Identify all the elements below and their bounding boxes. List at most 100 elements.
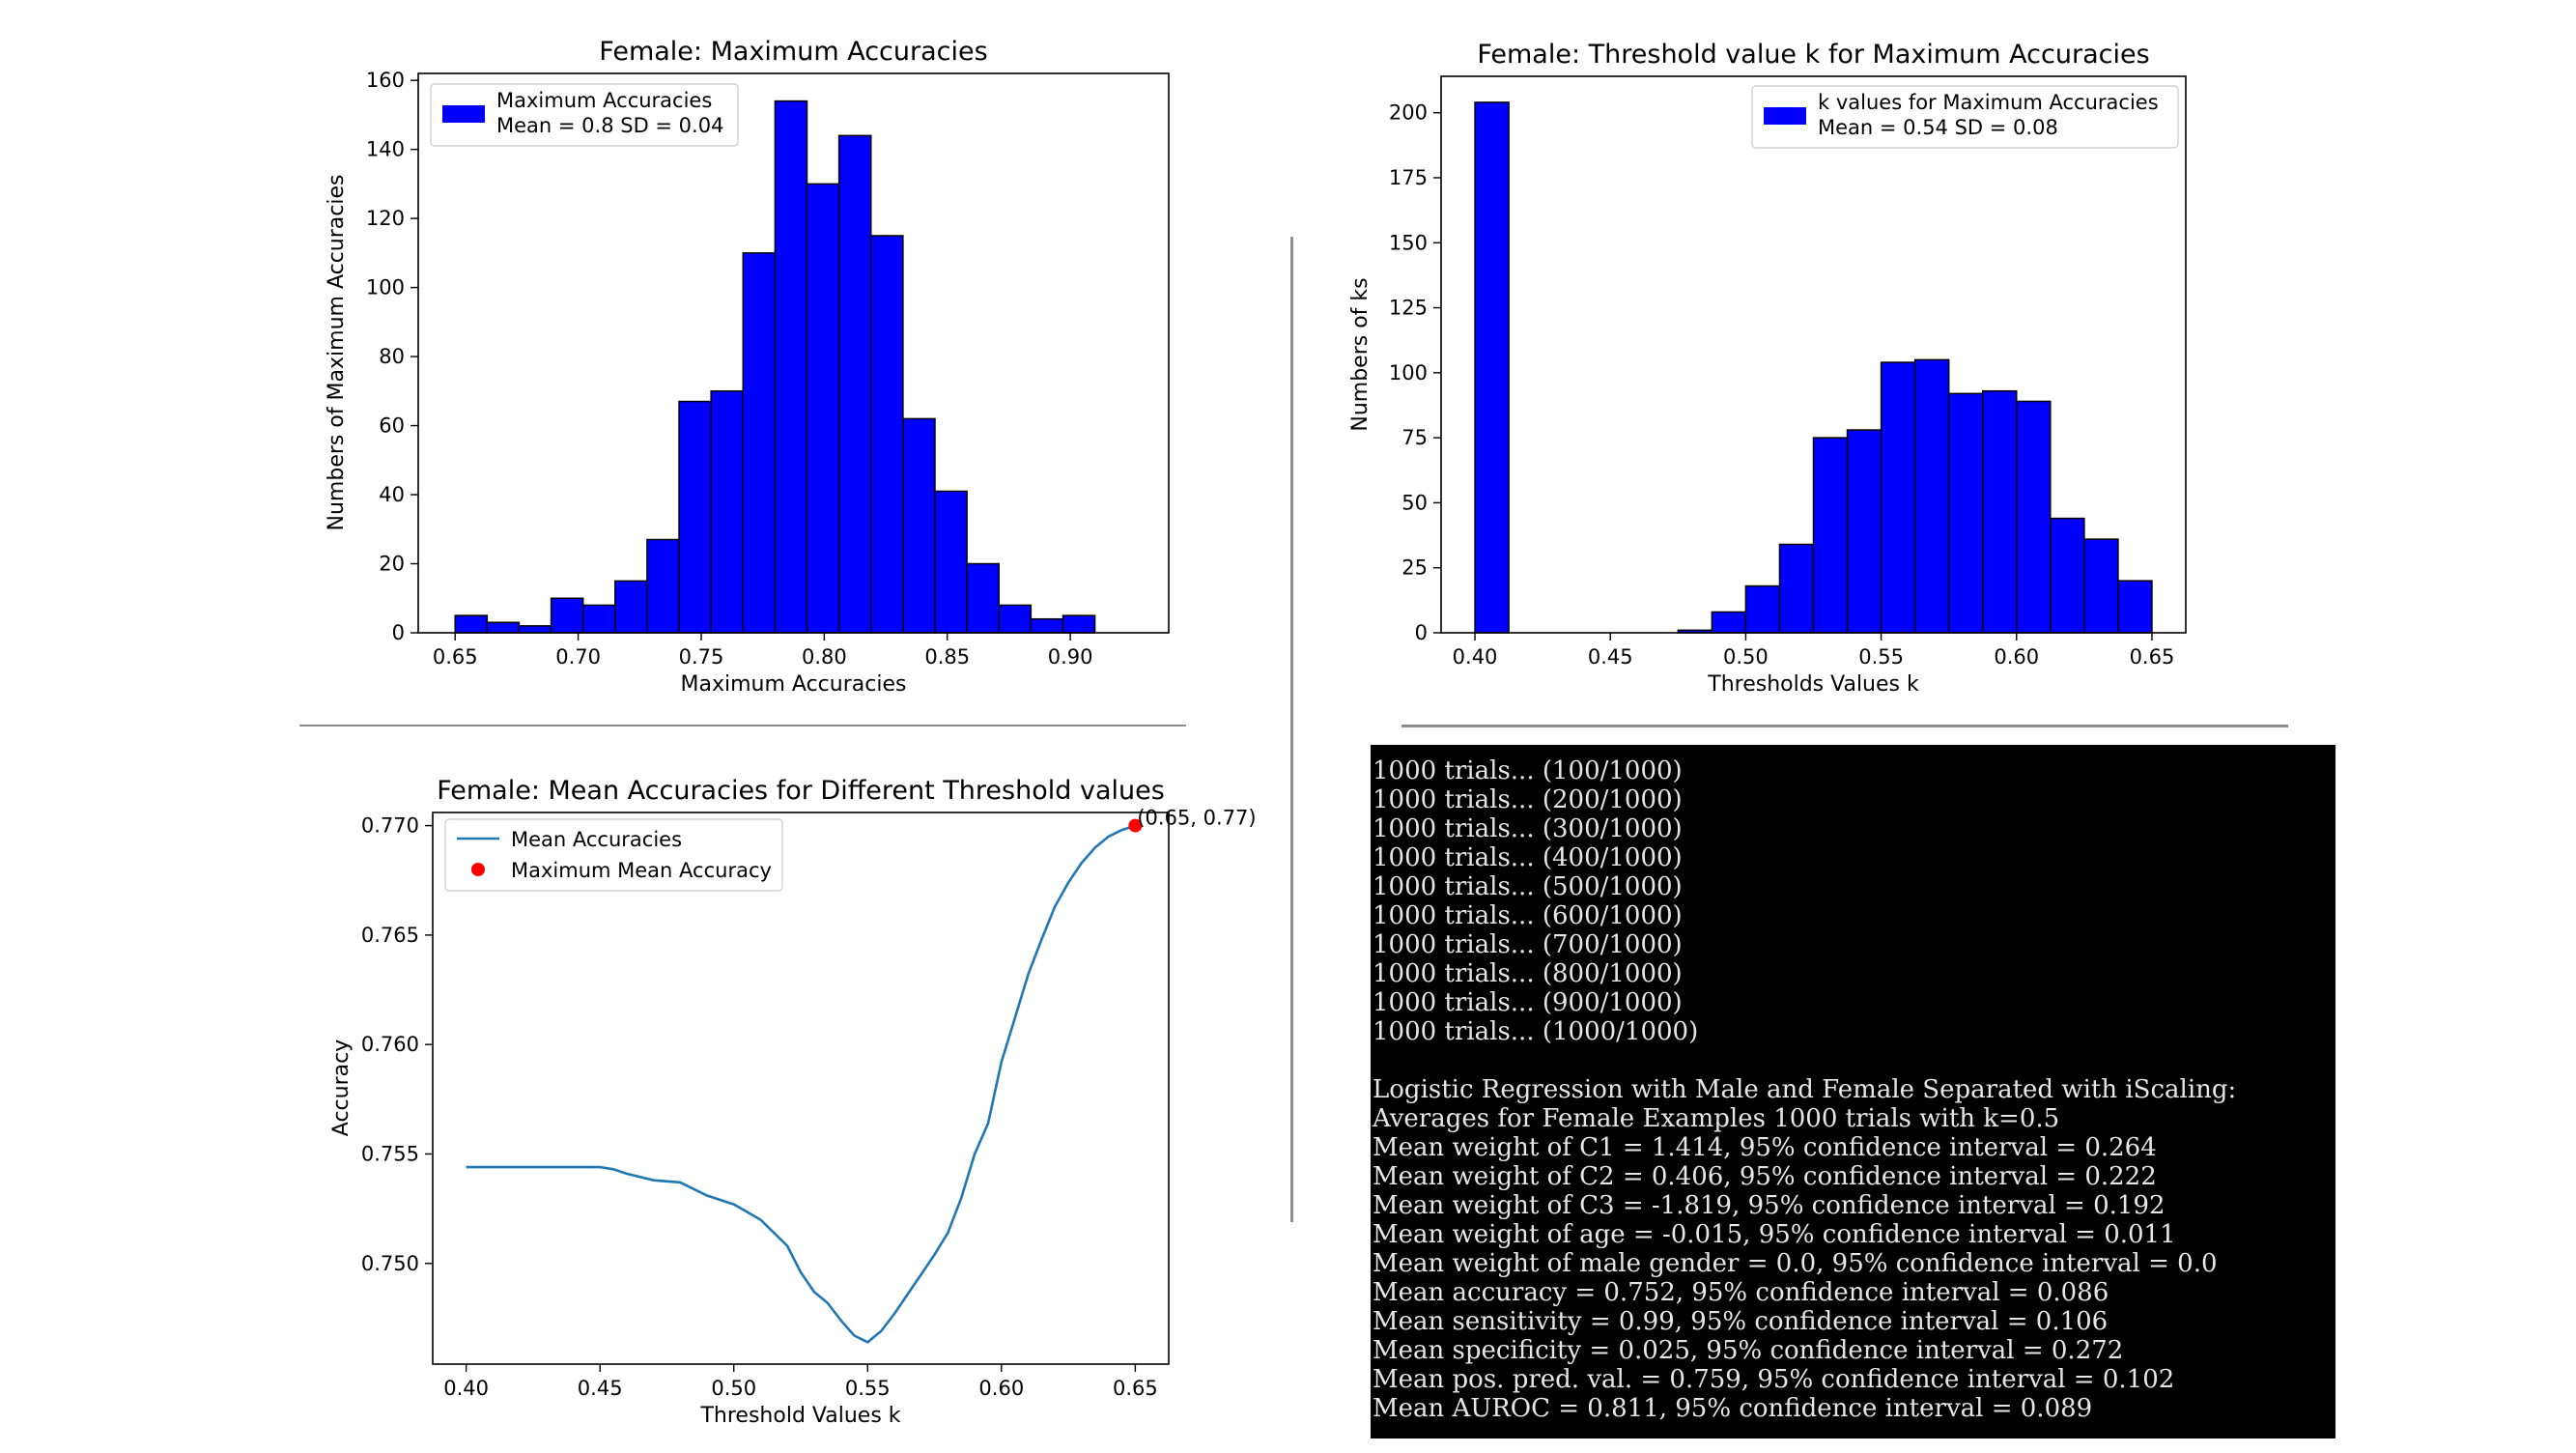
console-line: Mean specificity = 0.025, 95% confidence… bbox=[1373, 1336, 2124, 1365]
hist-accuracy-ytick-label: 60 bbox=[379, 414, 405, 438]
hist-accuracy-bar bbox=[486, 621, 521, 634]
hist-accuracy-bar bbox=[1030, 617, 1064, 634]
console-line: 1000 trials... (900/1000) bbox=[1373, 988, 1683, 1017]
line-mean-accuracy-max-annotation: (0.65, 0.77) bbox=[1137, 807, 1256, 830]
divider-vertical bbox=[1290, 237, 1293, 1222]
hist-threshold-xtick-label: 0.45 bbox=[1588, 645, 1633, 669]
hist-accuracy-bar bbox=[581, 604, 616, 634]
hist-threshold-bar bbox=[1913, 358, 1950, 634]
hist-accuracy-bar bbox=[1062, 614, 1096, 634]
hist-threshold-bar bbox=[1981, 389, 2018, 634]
hist-threshold-bar bbox=[1744, 584, 1781, 634]
divider-top-left bbox=[299, 725, 1186, 726]
console-line: Mean weight of C3 = -1.819, 95% confiden… bbox=[1373, 1191, 2166, 1220]
hist-accuracy-xtick-label: 0.90 bbox=[1048, 645, 1093, 669]
hist-accuracy-ytick-label: 0 bbox=[392, 621, 405, 644]
hist-accuracy-bar bbox=[454, 614, 489, 634]
hist-threshold-bar bbox=[2117, 580, 2153, 634]
hist-accuracy-axes-frame bbox=[417, 72, 1170, 634]
hist-threshold-ytick-label: 100 bbox=[1389, 361, 1428, 385]
hist-threshold-bar bbox=[2050, 517, 2085, 634]
hist-accuracy-xtick-label: 0.85 bbox=[924, 645, 970, 669]
line-mean-accuracy-title: Female: Mean Accuracies for Different Th… bbox=[437, 776, 1165, 806]
line-mean-accuracy-series-line bbox=[466, 824, 1136, 1344]
line-mean-accuracy-legend-box bbox=[444, 818, 783, 892]
console-line: 1000 trials... (500/1000) bbox=[1373, 872, 1683, 901]
hist-accuracy-ytick-label: 100 bbox=[366, 276, 405, 299]
hist-accuracy-bar bbox=[806, 183, 840, 634]
line-mean-accuracy-xtick-label: 0.40 bbox=[443, 1377, 489, 1400]
hist-accuracy-bar bbox=[710, 390, 745, 634]
hist-threshold-xtick-label: 0.55 bbox=[1858, 645, 1904, 669]
console-line: Mean AUROC = 0.811, 95% confidence inter… bbox=[1373, 1394, 2093, 1423]
hist-threshold-legend-swatch bbox=[1764, 107, 1806, 125]
hist-threshold-bar bbox=[1778, 543, 1815, 634]
console-line: Mean sensitivity = 0.99, 95% confidence … bbox=[1373, 1307, 2109, 1336]
hist-threshold-xtick-label: 0.60 bbox=[1994, 645, 2039, 669]
hist-threshold-title: Female: Threshold value k for Maximum Ac… bbox=[1477, 40, 2149, 70]
hist-accuracy-bar bbox=[998, 604, 1033, 634]
hist-accuracy-bar bbox=[902, 417, 936, 634]
line-mean-accuracy-ytick-label: 0.750 bbox=[361, 1252, 419, 1275]
console-line: Mean weight of age = -0.015, 95% confide… bbox=[1373, 1220, 2176, 1249]
hist-accuracy-ytick-label: 140 bbox=[366, 138, 405, 161]
hist-threshold-xlabel: Thresholds Values k bbox=[1707, 672, 1919, 697]
line-mean-accuracy-ytick-label: 0.755 bbox=[361, 1142, 419, 1165]
line-mean-accuracy-xtick-label: 0.60 bbox=[978, 1377, 1024, 1400]
hist-accuracy-bar bbox=[966, 562, 1000, 634]
hist-threshold-legend-box bbox=[1751, 85, 2179, 149]
hist-threshold-legend-label: Mean = 0.54 SD = 0.08 bbox=[1818, 116, 2058, 139]
console-line: 1000 trials... (700/1000) bbox=[1373, 930, 1683, 959]
line-mean-accuracy-ytick-label: 0.760 bbox=[361, 1033, 419, 1056]
hist-accuracy-bar bbox=[774, 100, 808, 634]
line-mean-accuracy-ytick-label: 0.770 bbox=[361, 814, 419, 838]
hist-accuracy-bar bbox=[678, 400, 712, 634]
line-mean-accuracy-max-point bbox=[1128, 818, 1143, 833]
console-line: Mean weight of C2 = 0.406, 95% confidenc… bbox=[1373, 1162, 2157, 1191]
console-line: Mean weight of C1 = 1.414, 95% confidenc… bbox=[1373, 1133, 2157, 1162]
line-mean-accuracy-xlabel: Threshold Values k bbox=[699, 1404, 900, 1428]
hist-threshold-axes-frame bbox=[1440, 75, 2187, 634]
line-mean-accuracy-ylabel: Accuracy bbox=[329, 1040, 354, 1136]
line-mean-accuracy-xtick-label: 0.55 bbox=[845, 1377, 891, 1400]
hist-accuracy-bar bbox=[518, 625, 552, 634]
hist-threshold-bar bbox=[1711, 611, 1747, 634]
line-mean-accuracy-legend-dot-swatch bbox=[471, 863, 485, 876]
hist-accuracy-xlabel: Maximum Accuracies bbox=[681, 672, 907, 697]
line-mean-accuracy-legend-label: Mean Accuracies bbox=[511, 828, 682, 851]
console-line: Averages for Female Examples 1000 trials… bbox=[1373, 1104, 2060, 1133]
line-mean-accuracy-legend-label: Maximum Mean Accuracy bbox=[511, 859, 772, 882]
hist-threshold-ylabel: Numbers of ks bbox=[1348, 277, 1373, 431]
line-mean-accuracy-xtick-label: 0.50 bbox=[711, 1377, 756, 1400]
hist-threshold-bar bbox=[1947, 392, 1984, 634]
line-mean-accuracy-axes-frame bbox=[432, 812, 1170, 1365]
hist-accuracy-ytick-label: 20 bbox=[379, 553, 405, 576]
hist-threshold-bar bbox=[1812, 437, 1849, 634]
hist-threshold-bar bbox=[1474, 101, 1510, 634]
console-line: 1000 trials... (200/1000) bbox=[1373, 785, 1683, 814]
hist-accuracy-ytick-label: 80 bbox=[379, 345, 405, 368]
hist-threshold-xtick-label: 0.50 bbox=[1723, 645, 1769, 669]
line-mean-accuracy-ytick-label: 0.765 bbox=[361, 924, 419, 947]
console-line: 1000 trials... (600/1000) bbox=[1373, 901, 1683, 930]
hist-threshold-ytick-label: 75 bbox=[1401, 426, 1428, 449]
hist-accuracy-ytick-label: 40 bbox=[379, 483, 405, 506]
console-line: Logistic Regression with Male and Female… bbox=[1373, 1075, 2237, 1104]
hist-accuracy-chart: Female: Maximum Accuracies 0.65 0.70 0.75 0.… bbox=[325, 37, 1170, 697]
hist-threshold-ytick-label: 0 bbox=[1415, 621, 1428, 644]
hist-threshold-bar bbox=[2083, 538, 2119, 634]
hist-accuracy-xtick-label: 0.70 bbox=[555, 645, 601, 669]
console-output-panel: 1000 trials... (100/1000) 1000 trials... … bbox=[1371, 745, 2335, 1439]
hist-accuracy-bar bbox=[934, 490, 968, 634]
hist-threshold-ytick-label: 150 bbox=[1389, 231, 1428, 254]
hist-accuracy-legend-swatch bbox=[442, 105, 485, 123]
console-line: 1000 trials... (800/1000) bbox=[1373, 959, 1683, 988]
hist-threshold-legend-label: k values for Maximum Accuracies bbox=[1818, 91, 2159, 114]
hist-threshold-ytick-label: 125 bbox=[1389, 297, 1428, 320]
hist-threshold-ytick-label: 200 bbox=[1389, 101, 1428, 125]
hist-threshold-ytick-label: 175 bbox=[1389, 166, 1428, 189]
hist-accuracy-ytick-label: 120 bbox=[366, 207, 405, 230]
